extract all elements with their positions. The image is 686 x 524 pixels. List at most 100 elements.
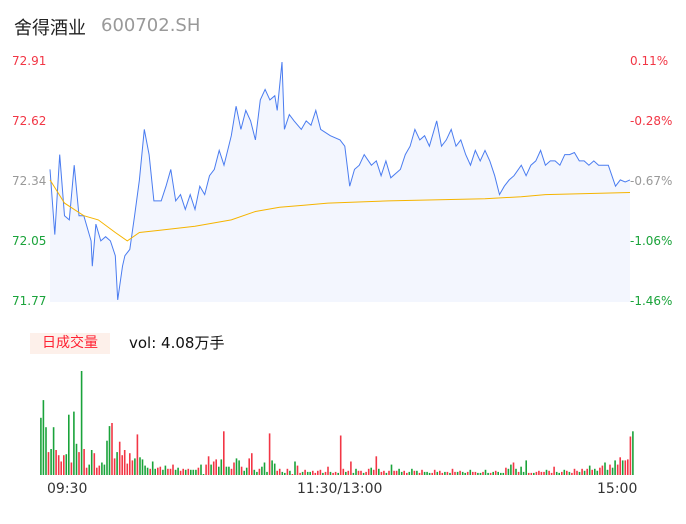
volume-bar: [502, 472, 505, 475]
volume-bar: [312, 470, 314, 475]
volume-bar: [578, 471, 581, 475]
volume-bar: [223, 431, 225, 475]
volume-bar: [362, 472, 365, 475]
volume-bar: [207, 456, 210, 475]
volume-bar: [251, 453, 253, 475]
volume-bar: [233, 462, 235, 475]
volume-bar: [576, 470, 578, 475]
volume-bar: [85, 467, 88, 475]
volume-bar: [121, 455, 123, 475]
volume-bar: [134, 458, 136, 475]
volume-bar: [238, 460, 240, 475]
volume-bar: [57, 455, 60, 475]
volume-bar: [258, 468, 261, 475]
volume-bar: [47, 452, 50, 475]
volume-bar: [266, 471, 268, 475]
volume-bar: [383, 470, 385, 475]
volume-bar: [365, 471, 367, 475]
volume-bar: [350, 461, 352, 475]
volume-bar: [52, 427, 55, 475]
volume-bar: [90, 450, 93, 475]
volume-bar: [436, 471, 439, 475]
volume-bar: [129, 453, 131, 475]
volume-bar: [492, 471, 494, 475]
volume-bar: [449, 472, 451, 475]
volume-bar: [167, 468, 169, 475]
volume-bar: [385, 472, 388, 475]
volume-bar: [408, 471, 411, 475]
volume-bar: [474, 471, 477, 475]
volume-bar: [230, 468, 233, 475]
price-tick: 72.05: [12, 234, 47, 248]
volume-bar: [174, 469, 177, 475]
volume-bar: [355, 468, 357, 475]
volume-bar: [624, 460, 627, 475]
daily-volume-tab[interactable]: 日成交量: [30, 333, 110, 354]
volume-bar: [329, 471, 332, 475]
volume-bar: [522, 471, 525, 475]
volume-bar: [431, 472, 433, 475]
volume-bar: [113, 458, 116, 475]
volume-bar: [327, 466, 329, 475]
volume-bar: [530, 472, 533, 475]
volume-bar: [411, 468, 413, 475]
volume-bar: [202, 474, 205, 475]
volume-bar: [393, 470, 395, 475]
volume-bar: [497, 471, 499, 475]
volume-bar: [317, 470, 319, 475]
volume-bar: [454, 471, 456, 475]
volume-bar: [289, 470, 291, 475]
volume-bar: [200, 464, 202, 475]
volume-bar: [162, 469, 164, 475]
volume-bar: [146, 467, 149, 475]
volume-bar: [472, 471, 474, 475]
volume-bar: [301, 471, 304, 475]
volume-bar: [621, 460, 624, 475]
price-tick: 72.34: [12, 174, 47, 188]
volume-bar: [388, 470, 390, 475]
volume-bar: [248, 458, 250, 475]
volume-bar: [517, 471, 520, 475]
volume-bar: [263, 462, 266, 475]
volume-bar: [464, 472, 466, 475]
volume-bar: [83, 449, 85, 475]
volume-bar: [632, 431, 634, 475]
time-tick: 11:30/13:00: [297, 481, 383, 497]
volume-bar: [68, 414, 70, 475]
volume-bar: [540, 471, 543, 475]
volume-bar: [512, 462, 515, 475]
volume-bar: [55, 450, 57, 475]
volume-bar: [228, 466, 230, 475]
volume-bar: [515, 468, 517, 475]
volume-bar: [111, 423, 113, 475]
volume-bar: [334, 471, 337, 475]
pct-tick: -1.06%: [630, 234, 673, 248]
volume-bar: [566, 470, 568, 475]
volume-bar: [197, 467, 200, 475]
volume-bar: [466, 471, 469, 475]
volume-bar: [96, 467, 98, 475]
volume-bar: [484, 469, 487, 475]
volume-bar: [215, 459, 217, 475]
volume-bar: [268, 433, 271, 475]
price-tick: 72.91: [12, 54, 47, 68]
volume-bar: [240, 466, 243, 475]
volume-bar: [398, 468, 400, 475]
volume-bar: [141, 459, 144, 475]
volume-readout: vol: 4.08万手: [129, 334, 225, 352]
volume-bar: [550, 472, 553, 475]
volume-bar: [568, 471, 571, 475]
volume-bar: [439, 470, 441, 475]
volume-bar: [299, 472, 301, 475]
price-line: [49, 61, 631, 300]
volume-bar: [558, 472, 560, 475]
volume-bar: [461, 471, 464, 475]
volume-bar: [118, 441, 121, 475]
volume-bar: [245, 467, 248, 475]
volume-bar: [591, 469, 593, 475]
volume-bar: [357, 470, 360, 475]
volume-bar: [426, 471, 428, 475]
volume-bar: [507, 468, 510, 475]
volume-bar: [375, 456, 378, 475]
volume-bar: [390, 464, 393, 475]
